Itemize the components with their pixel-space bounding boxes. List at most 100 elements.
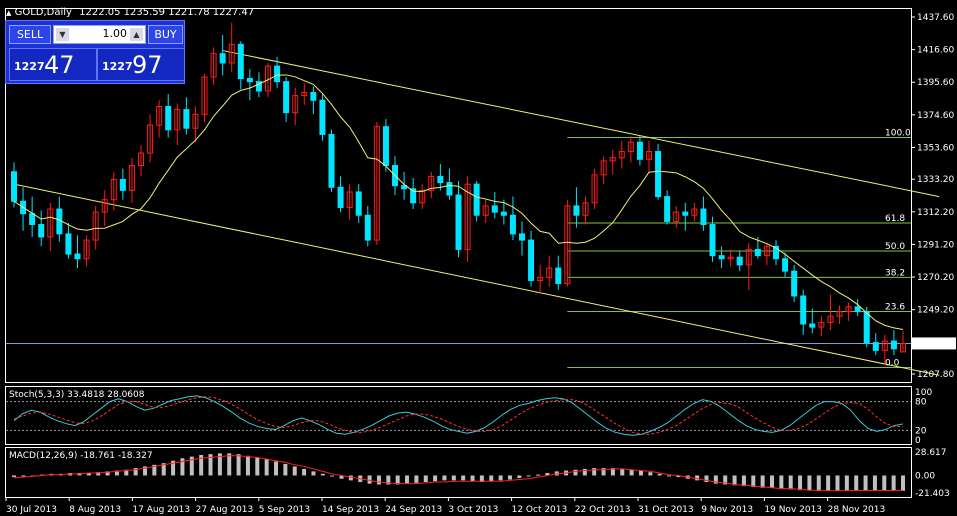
macd-histogram-bar bbox=[208, 454, 213, 476]
time-axis-label: 22 Oct 2013 bbox=[575, 505, 631, 515]
candle-body bbox=[292, 95, 299, 114]
one-click-trading-panel: SELL ▼ 1.00 ▲ BUY 1227 47 1227 97 bbox=[5, 20, 185, 84]
lot-size-input[interactable]: ▼ 1.00 ▲ bbox=[53, 25, 146, 44]
candle-body bbox=[763, 245, 770, 257]
time-axis-label: 24 Sep 2013 bbox=[385, 505, 442, 515]
macd-panel-frame bbox=[5, 447, 912, 498]
buy-button[interactable]: BUY bbox=[148, 25, 183, 44]
macd-histogram-bar bbox=[638, 470, 643, 476]
candle-body bbox=[509, 214, 516, 235]
sell-price-box[interactable]: 1227 47 bbox=[9, 48, 97, 81]
macd-histogram-bar bbox=[21, 475, 26, 477]
candle-body bbox=[201, 76, 208, 115]
macd-histogram-bar bbox=[816, 475, 821, 492]
macd-tick-label: 28.617 bbox=[915, 448, 947, 458]
fib-level-label: 61.8 bbox=[885, 214, 905, 224]
macd-histogram-bar bbox=[835, 475, 840, 492]
candle-body bbox=[47, 208, 54, 238]
price-tick-label: 1291.20 bbox=[917, 240, 954, 250]
macd-tick-label: 0.00 bbox=[915, 471, 935, 481]
candle-body bbox=[900, 342, 906, 353]
macd-histogram-bar bbox=[217, 453, 222, 476]
macd-histogram-bar bbox=[648, 472, 653, 476]
candle-body bbox=[627, 141, 634, 153]
macd-histogram-bar bbox=[245, 455, 250, 476]
time-axis-label: 3 Oct 2013 bbox=[448, 505, 498, 515]
candle-body bbox=[537, 276, 544, 281]
macd-histogram-bar bbox=[339, 475, 344, 479]
macd-histogram-bar bbox=[779, 475, 784, 489]
candle-body bbox=[609, 157, 616, 162]
candle-body bbox=[582, 202, 589, 216]
candle-body bbox=[754, 248, 761, 257]
candle-body bbox=[455, 194, 462, 250]
candle-body bbox=[736, 256, 743, 266]
macd-histogram-bar bbox=[769, 475, 774, 488]
lot-size-value[interactable]: 1.00 bbox=[102, 27, 128, 40]
macd-histogram-bar bbox=[798, 475, 803, 491]
sell-button[interactable]: SELL bbox=[9, 25, 51, 44]
candle-body bbox=[174, 109, 181, 131]
time-axis-label: 30 Jul 2013 bbox=[6, 505, 57, 515]
candle-body bbox=[446, 182, 453, 196]
candle-body bbox=[337, 186, 344, 208]
macd-histogram-bar bbox=[751, 475, 756, 487]
candle-body bbox=[246, 78, 253, 83]
candle-body bbox=[718, 255, 725, 260]
macd-histogram-bar bbox=[376, 475, 381, 485]
candle-body bbox=[29, 213, 36, 226]
macd-histogram-bar bbox=[872, 475, 877, 491]
macd-histogram-bar bbox=[863, 475, 868, 491]
candle-body bbox=[138, 152, 144, 167]
price-tick-label: 1249.20 bbox=[917, 306, 954, 316]
candle-body bbox=[219, 53, 226, 64]
candle-body bbox=[564, 205, 571, 285]
time-axis-label: 14 Sep 2013 bbox=[322, 505, 379, 515]
macd-histogram-bar bbox=[760, 475, 765, 488]
price-tick-label: 1333.20 bbox=[917, 175, 954, 185]
ohlc-readout: 1222.05 1235.59 1221.78 1227.47 bbox=[79, 7, 255, 18]
candle-body bbox=[473, 183, 480, 216]
candle-body bbox=[183, 109, 190, 129]
macd-histogram-bar bbox=[573, 469, 578, 476]
candle-body bbox=[101, 199, 108, 213]
candle-body bbox=[854, 306, 861, 313]
candle-body bbox=[128, 165, 135, 191]
macd-histogram-bar bbox=[143, 466, 148, 476]
candle-body bbox=[92, 211, 99, 241]
macd-histogram-bar bbox=[601, 468, 606, 476]
lot-decrease-icon[interactable]: ▼ bbox=[56, 28, 69, 41]
fib-level-label: 50.0 bbox=[885, 242, 905, 252]
macd-histogram-bar bbox=[582, 468, 587, 476]
candle-body bbox=[881, 340, 888, 351]
macd-histogram-bar bbox=[171, 460, 176, 476]
macd-histogram-bar bbox=[274, 461, 279, 476]
collapse-icon[interactable]: ▲ bbox=[6, 9, 12, 17]
candle-body bbox=[773, 245, 779, 260]
candle-body bbox=[528, 239, 535, 281]
candle-body bbox=[791, 270, 798, 297]
macd-histogram-bar bbox=[124, 469, 129, 476]
macd-histogram-bar bbox=[489, 475, 494, 482]
time-axis-label: 9 Nov 2013 bbox=[701, 505, 753, 515]
macd-histogram-bar bbox=[723, 475, 728, 485]
candle-body bbox=[836, 311, 843, 317]
candle-body bbox=[156, 105, 163, 126]
macd-tick-label: -21.403 bbox=[915, 489, 950, 499]
price-tick-label: 1416.60 bbox=[917, 46, 954, 56]
candle-body bbox=[110, 178, 117, 201]
macd-histogram-bar bbox=[854, 475, 859, 491]
macd-histogram-bar bbox=[807, 475, 812, 491]
fib-level-label: 23.6 bbox=[885, 303, 905, 313]
candle-body bbox=[346, 191, 353, 208]
buy-price-box[interactable]: 1227 97 bbox=[97, 48, 185, 81]
chart-header: ▲ GOLD,Daily 1222.05 1235.59 1221.78 122… bbox=[6, 7, 254, 18]
candle-body bbox=[74, 253, 81, 260]
candle-body bbox=[119, 178, 126, 191]
time-axis-label: 27 Aug 2013 bbox=[196, 505, 254, 515]
macd-signal-line bbox=[13, 455, 904, 492]
lot-increase-icon[interactable]: ▲ bbox=[130, 28, 143, 41]
candle-body bbox=[555, 267, 562, 285]
macd-histogram-bar bbox=[330, 475, 335, 477]
macd-histogram-bar bbox=[433, 475, 438, 482]
